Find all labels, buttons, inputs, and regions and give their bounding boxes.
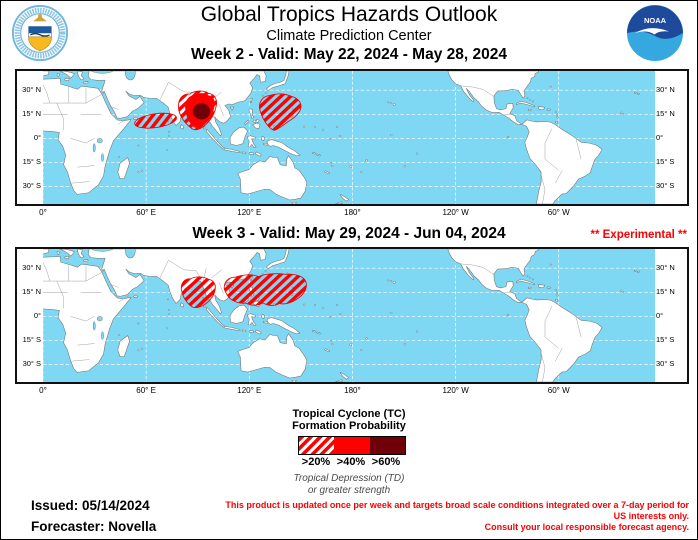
- legend-note: or greater strength: [307, 485, 391, 496]
- legend-swatch-red-gt40: [334, 437, 370, 454]
- lon-label: 180°: [344, 386, 361, 395]
- lat-label: 30° S: [656, 181, 675, 190]
- week3-map-plot: [43, 249, 655, 382]
- legend-label-gt40: >40%: [336, 456, 366, 468]
- legend-swatch-darkred-gt60: [369, 437, 405, 454]
- disclaimer-line: This product is updated once per week an…: [225, 500, 689, 521]
- lat-label: 15° S: [22, 335, 41, 344]
- lat-label: 30° S: [22, 359, 41, 368]
- legend-title: Tropical Cyclone (TC): [292, 408, 406, 420]
- lat-label: 15° N: [656, 109, 675, 118]
- lat-label: 15° N: [22, 287, 41, 296]
- legend-color-bar: [298, 436, 406, 455]
- lon-label: 0°: [39, 208, 47, 217]
- lat-label: 0°: [33, 133, 41, 142]
- lat-label: 30° N: [656, 263, 675, 272]
- lon-label: 60° E: [136, 208, 156, 217]
- page-title: Global Tropics Hazards Outlook: [200, 3, 498, 26]
- lat-label: 30° N: [656, 85, 675, 94]
- legend-note: Tropical Depression (TD): [293, 473, 405, 484]
- lon-label: 120° W: [442, 208, 469, 217]
- lon-label: 120° E: [237, 386, 262, 395]
- lat-label: 0°: [33, 311, 41, 320]
- lat-label: 15° S: [656, 157, 675, 166]
- lon-label: 60° W: [547, 386, 570, 395]
- lat-label: 0°: [656, 311, 664, 320]
- lat-label: 15° N: [22, 109, 41, 118]
- lon-label: 120° E: [237, 208, 262, 217]
- lat-label: 30° N: [22, 263, 41, 272]
- department-of-commerce-seal-icon: [11, 4, 69, 62]
- lat-label: 30° S: [656, 359, 675, 368]
- lat-label: 0°: [656, 133, 664, 142]
- lat-label: 30° S: [22, 181, 41, 190]
- legend-label-gt20: >20%: [301, 456, 331, 468]
- legend-title: Formation Probability: [292, 420, 406, 432]
- week3-title: Week 3 - Valid: May 29, 2024 - Jun 04, 2…: [192, 225, 506, 242]
- noaa-logo-icon: NOAA: [627, 5, 683, 61]
- legend-label-gt60: >60%: [371, 456, 401, 468]
- experimental-badge: ** Experimental **: [590, 229, 687, 241]
- lon-label: 120° W: [442, 386, 469, 395]
- forecaster-name: Forecaster: Novella: [31, 519, 157, 534]
- week2-map-plot: [43, 71, 655, 204]
- lon-label: 60° E: [136, 386, 156, 395]
- lat-label: 15° S: [22, 157, 41, 166]
- week2-hazard-shapes: [134, 90, 302, 131]
- week3-hazard-shapes: [180, 273, 307, 308]
- lat-label: 15° N: [656, 287, 675, 296]
- legend-swatch-hatch-gt20: [299, 437, 335, 454]
- week2-lon-axis: 0° 60° E 120° E 180° 120° W 60° W: [39, 208, 655, 220]
- lon-label: 0°: [39, 386, 47, 395]
- lat-label: 15° S: [656, 335, 675, 344]
- week3-lon-axis: 0° 60° E 120° E 180° 120° W 60° W: [39, 386, 655, 398]
- lon-label: 60° W: [547, 208, 570, 217]
- lat-label: 30° N: [22, 85, 41, 94]
- week3-map: 30° N 15° N 0° 15° S 30° S 30° N 15° N 0…: [15, 247, 689, 384]
- week2-title: Week 2 - Valid: May 22, 2024 - May 28, 2…: [191, 46, 507, 63]
- week2-map: 30° N 15° N 0° 15° S 30° S 30° N 15° N 0…: [15, 69, 689, 206]
- disclaimer-text: This product is updated once per week an…: [219, 500, 689, 533]
- noaa-logo-text: NOAA: [644, 16, 667, 25]
- page-subtitle: Climate Prediction Center: [266, 28, 432, 44]
- disclaimer-line: Consult your local responsible forecast …: [484, 522, 689, 532]
- issued-date: Issued: 05/14/2024: [31, 498, 150, 513]
- lon-label: 180°: [344, 208, 361, 217]
